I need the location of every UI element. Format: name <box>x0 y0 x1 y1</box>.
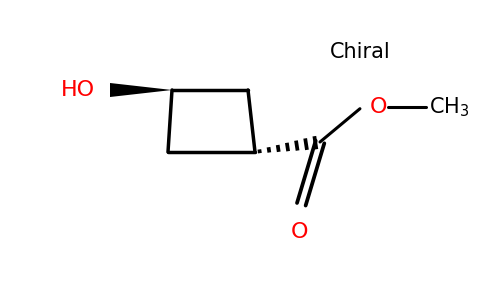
Polygon shape <box>110 83 172 97</box>
Text: CH$_3$: CH$_3$ <box>429 95 469 118</box>
Text: HO: HO <box>61 80 95 100</box>
Text: O: O <box>290 222 308 242</box>
Text: Chiral: Chiral <box>330 42 391 62</box>
Text: O: O <box>370 97 388 117</box>
